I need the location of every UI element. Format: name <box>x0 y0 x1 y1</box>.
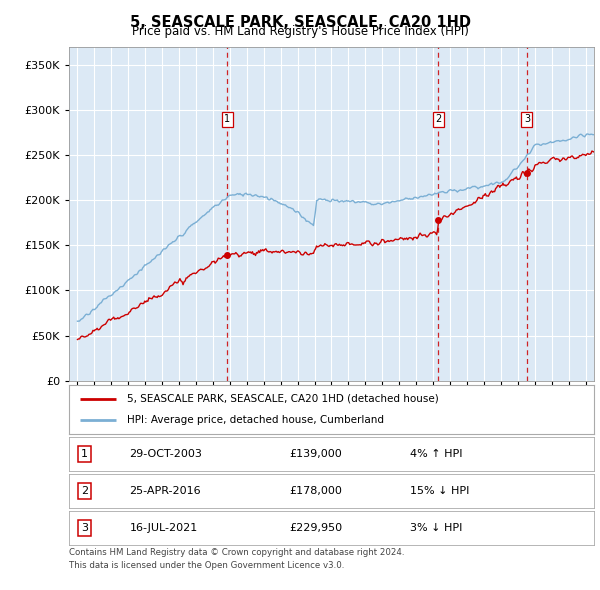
Text: 29-OCT-2003: 29-OCT-2003 <box>130 449 202 458</box>
Text: 25-APR-2016: 25-APR-2016 <box>130 486 201 496</box>
Text: HPI: Average price, detached house, Cumberland: HPI: Average price, detached house, Cumb… <box>127 415 384 425</box>
Text: This data is licensed under the Open Government Licence v3.0.: This data is licensed under the Open Gov… <box>69 561 344 570</box>
Text: £178,000: £178,000 <box>290 486 343 496</box>
Text: 16-JUL-2021: 16-JUL-2021 <box>130 523 197 533</box>
Text: 3: 3 <box>81 523 88 533</box>
Text: 5, SEASCALE PARK, SEASCALE, CA20 1HD: 5, SEASCALE PARK, SEASCALE, CA20 1HD <box>130 15 470 30</box>
Text: 5, SEASCALE PARK, SEASCALE, CA20 1HD (detached house): 5, SEASCALE PARK, SEASCALE, CA20 1HD (de… <box>127 394 439 404</box>
Text: 15% ↓ HPI: 15% ↓ HPI <box>410 486 470 496</box>
Text: 3: 3 <box>524 114 530 124</box>
Text: 1: 1 <box>81 449 88 458</box>
Text: £139,000: £139,000 <box>290 449 342 458</box>
Text: £229,950: £229,950 <box>290 523 343 533</box>
Text: 3% ↓ HPI: 3% ↓ HPI <box>410 523 463 533</box>
Text: Contains HM Land Registry data © Crown copyright and database right 2024.: Contains HM Land Registry data © Crown c… <box>69 548 404 557</box>
Text: Price paid vs. HM Land Registry's House Price Index (HPI): Price paid vs. HM Land Registry's House … <box>131 25 469 38</box>
Text: 2: 2 <box>81 486 88 496</box>
Text: 4% ↑ HPI: 4% ↑ HPI <box>410 449 463 458</box>
Text: 1: 1 <box>224 114 230 124</box>
Text: 2: 2 <box>435 114 442 124</box>
